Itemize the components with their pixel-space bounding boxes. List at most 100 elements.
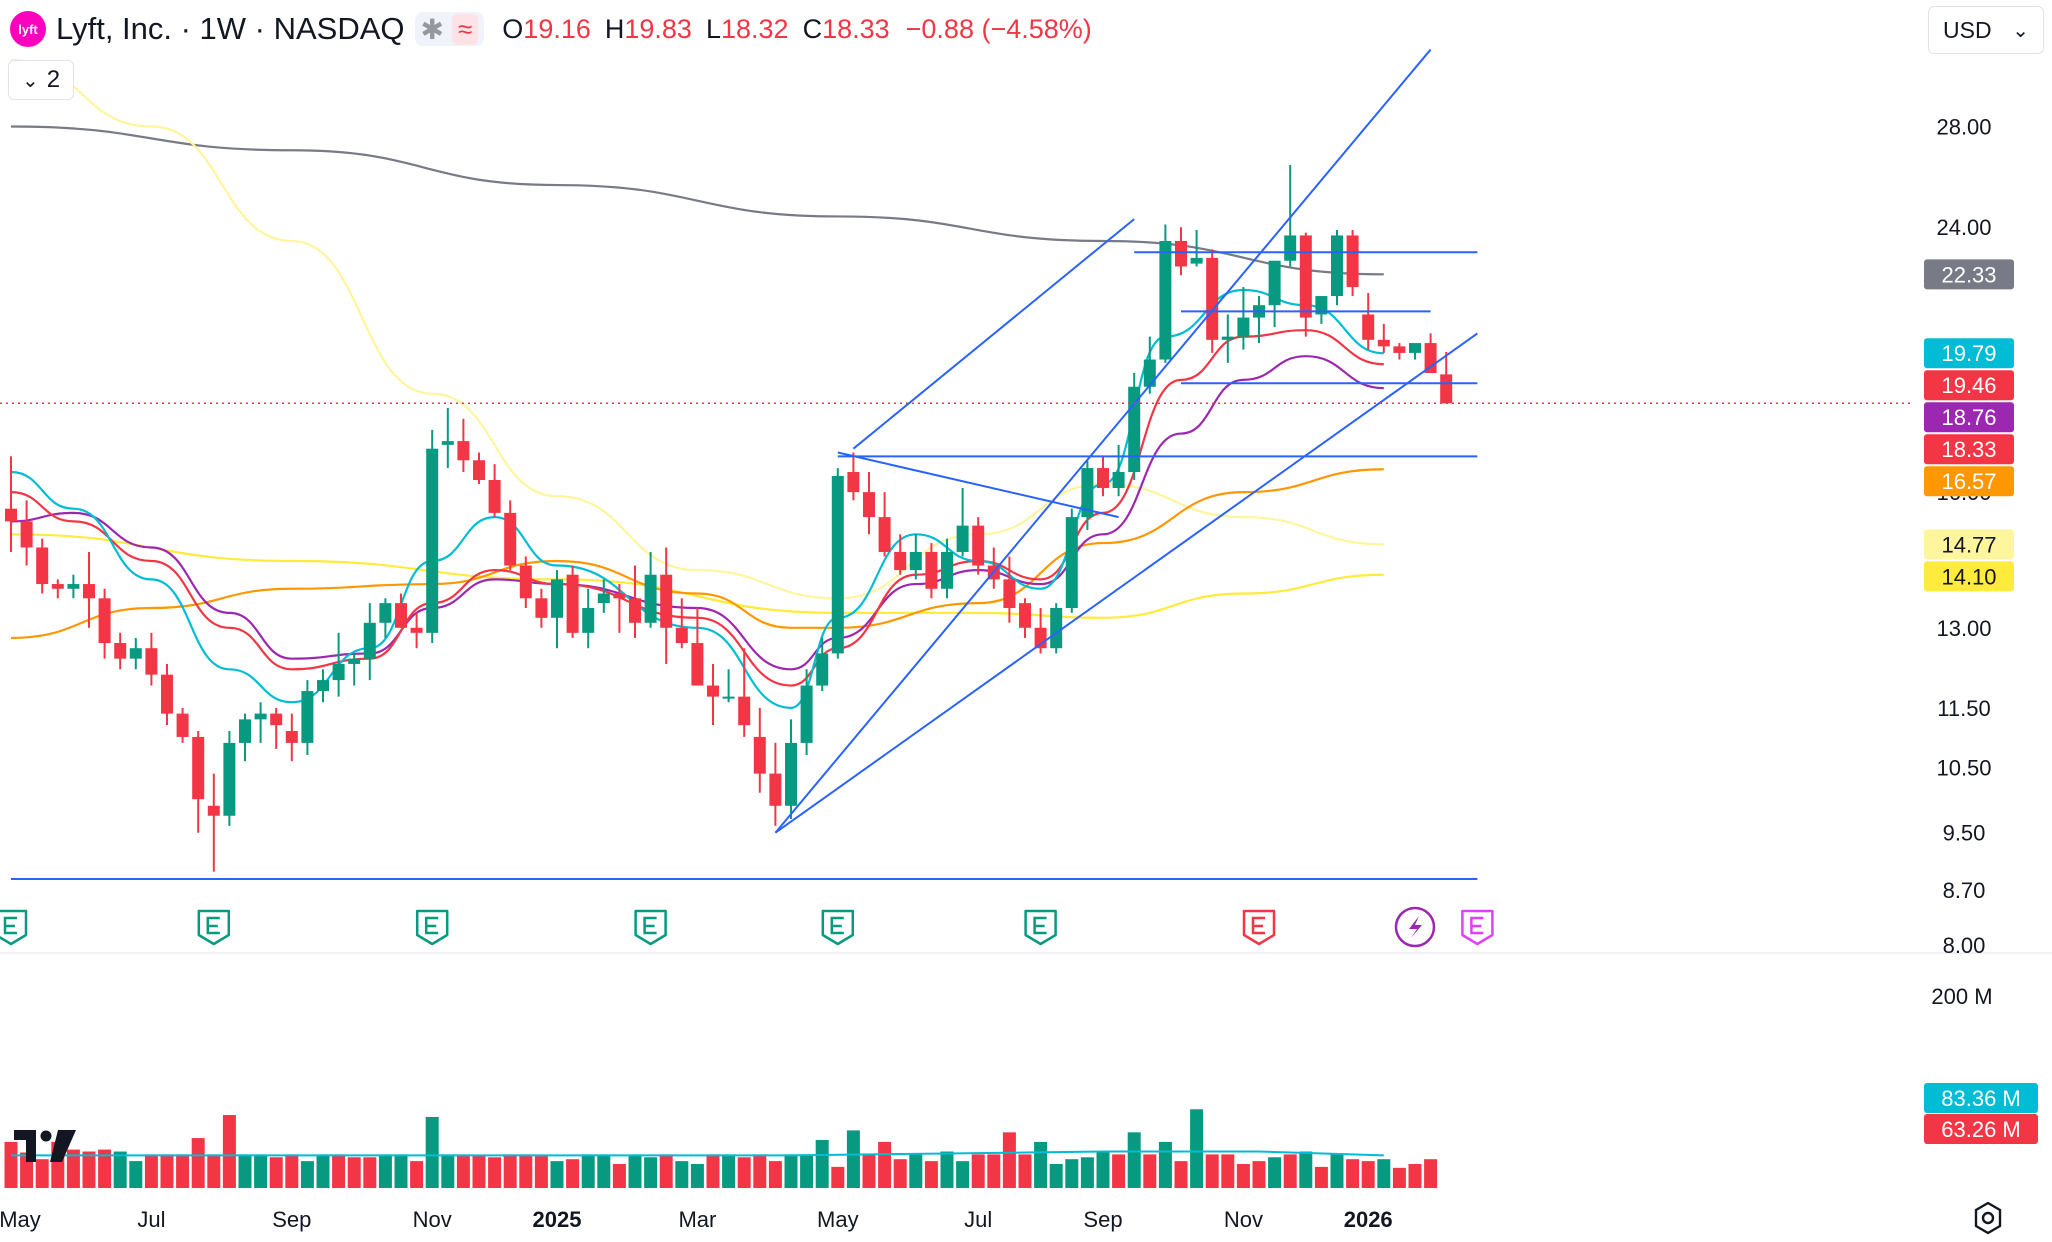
- candle-body: [473, 460, 485, 480]
- settings-gear-icon[interactable]: [1970, 1200, 2006, 1236]
- candle-body: [301, 691, 314, 743]
- candle-body: [1159, 240, 1172, 360]
- volume-bar: [1174, 1161, 1188, 1188]
- volume-bar: [1002, 1132, 1016, 1188]
- volume-bar: [831, 1166, 845, 1188]
- price-label-box: [1924, 402, 2014, 433]
- volume-bar: [1049, 1164, 1063, 1188]
- candle-body: [83, 584, 95, 599]
- approx-icon[interactable]: ≈: [452, 13, 479, 45]
- earnings-marker-icon: [634, 909, 667, 946]
- indicator-pill[interactable]: ✱ ≈: [414, 12, 485, 46]
- candle: [192, 731, 205, 833]
- volume-bar: [1408, 1164, 1422, 1188]
- candle: [800, 669, 813, 756]
- candle: [1237, 287, 1250, 350]
- earnings-letter-icon: [643, 916, 657, 935]
- volume-bar: [378, 1154, 392, 1188]
- volume-bar: [644, 1157, 658, 1188]
- legend-toggle-button[interactable]: ⌄ 2: [8, 60, 74, 100]
- candle-body: [129, 648, 142, 659]
- candle-body: [254, 713, 267, 720]
- candle-body: [941, 551, 953, 589]
- ohlc-values: O19.16 H19.83 L18.32 C18.33: [502, 13, 890, 44]
- earnings-markers[interactable]: [0, 906, 1494, 948]
- chevron-down-icon: ⌄: [21, 69, 39, 92]
- candle-body: [909, 551, 922, 571]
- earnings-letter-icon: [206, 916, 220, 935]
- candle-body: [1393, 346, 1406, 353]
- candle: [129, 637, 142, 670]
- moving-average-line: [10, 468, 1384, 640]
- candle-body: [223, 742, 236, 816]
- candle-body: [1284, 235, 1297, 261]
- currency-selector[interactable]: USD ⌄: [1928, 6, 2044, 54]
- candle: [753, 707, 766, 793]
- candle-body: [192, 736, 205, 800]
- candle: [597, 579, 610, 613]
- change-value: −0.88 (−4.58%): [905, 13, 1092, 44]
- volume-bar: [176, 1154, 190, 1188]
- volume-bar: [815, 1140, 829, 1188]
- chevron-down-icon: ⌄: [2012, 19, 2029, 42]
- candle: [1081, 460, 1094, 530]
- earnings-letter-icon: [3, 916, 17, 935]
- currency-label: USD: [1943, 16, 1992, 43]
- candle: [582, 588, 595, 649]
- volume-pane: [4, 1109, 1438, 1188]
- volume-bar: [1346, 1159, 1360, 1188]
- candle: [972, 517, 985, 575]
- time-axis-tick: Nov: [413, 1207, 452, 1232]
- candle-body: [925, 551, 938, 589]
- volume-bar: [612, 1164, 626, 1188]
- candle-body: [67, 584, 80, 589]
- volume-bar: [222, 1115, 236, 1188]
- candle: [488, 464, 501, 518]
- price-label-text: 22.33: [1941, 262, 1996, 287]
- candle-body: [535, 598, 548, 618]
- candle-body: [1377, 339, 1390, 347]
- candle: [1346, 229, 1359, 297]
- candle-body: [1050, 607, 1063, 649]
- candle-body: [207, 805, 220, 816]
- volume-bar: [441, 1154, 455, 1188]
- volume-bar: [1377, 1159, 1391, 1188]
- price-axis-tick: 10.50: [1936, 755, 1991, 780]
- candle-body: [691, 643, 704, 686]
- candle-body: [847, 472, 860, 493]
- candle: [176, 707, 189, 743]
- volume-bar: [425, 1116, 439, 1188]
- tradingview-logo-icon[interactable]: [14, 1126, 80, 1166]
- volume-bar: [706, 1154, 720, 1188]
- volume-bar: [800, 1154, 814, 1188]
- volume-bar: [160, 1154, 174, 1188]
- volume-label-box: [1924, 1114, 2038, 1144]
- candle-body: [285, 731, 298, 743]
- candle: [441, 407, 454, 469]
- candle: [785, 719, 797, 820]
- candle-body: [644, 574, 657, 623]
- asterisk-icon[interactable]: ✱: [420, 13, 444, 45]
- volume-bar: [628, 1154, 642, 1188]
- moving-average-line: [10, 125, 1384, 276]
- candle-body: [1362, 314, 1375, 340]
- lyft-logo-icon: lyft: [10, 11, 46, 47]
- candle: [473, 452, 485, 485]
- volume-bar: [519, 1154, 533, 1188]
- symbol-title[interactable]: Lyft, Inc. · 1W · NASDAQ: [56, 11, 405, 46]
- candle: [1050, 603, 1063, 654]
- volume-bar: [238, 1154, 252, 1188]
- volume-bar: [768, 1161, 782, 1188]
- volume-bar: [316, 1154, 330, 1188]
- earnings-letter-icon: [1470, 916, 1484, 935]
- volume-bar: [1018, 1154, 1032, 1188]
- earnings-letter-icon: [1033, 916, 1047, 935]
- volume-bar: [862, 1154, 876, 1188]
- time-axis-tick: 2026: [1344, 1207, 1393, 1232]
- price-labels: 22.33 19.79 19.46 18.76 18.33 16.57 14.77 14.10…: [1924, 259, 2038, 1144]
- price-label-text: 18.76: [1941, 405, 1996, 430]
- volume-bar: [924, 1161, 938, 1188]
- candle-body: [441, 441, 454, 445]
- volume-bar: [846, 1130, 860, 1188]
